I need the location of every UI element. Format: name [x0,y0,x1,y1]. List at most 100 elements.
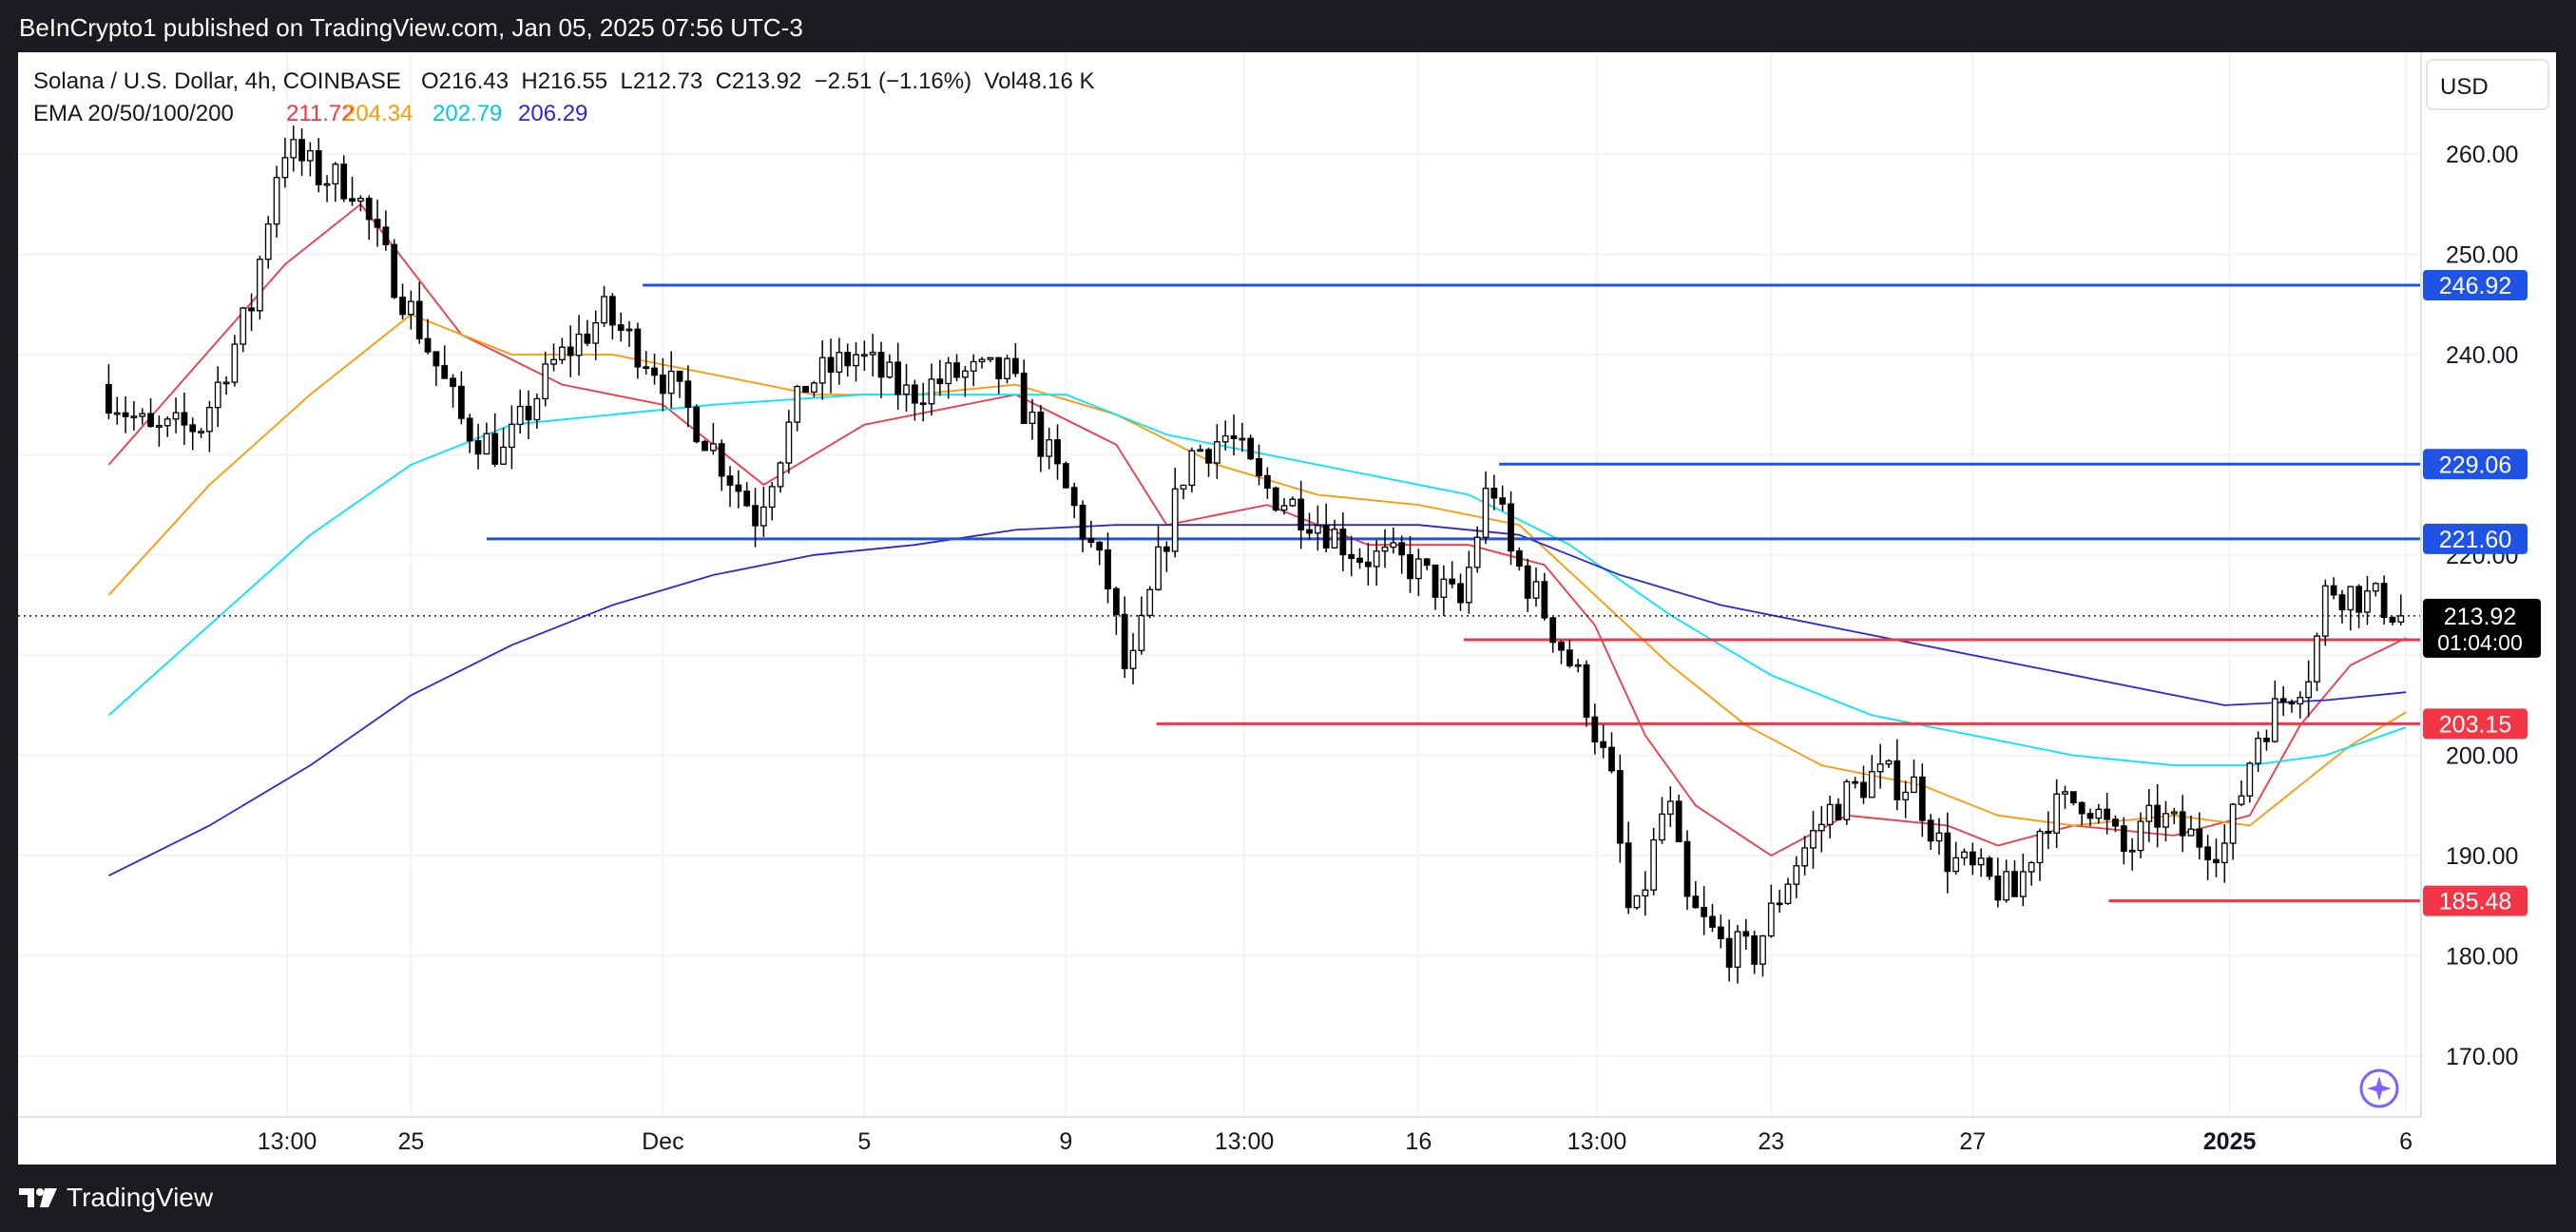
candle[interactable] [433,351,440,386]
candle[interactable] [1046,427,1053,470]
candle[interactable] [2078,800,2086,825]
candle[interactable] [122,395,129,433]
candle[interactable] [1549,616,1557,653]
candle[interactable] [1121,596,1128,679]
candle[interactable] [424,318,432,355]
candle[interactable] [264,216,272,269]
candle[interactable] [1927,814,1934,850]
candle[interactable] [2036,828,2044,881]
candle[interactable] [257,255,263,320]
candle[interactable] [1801,836,1809,876]
candle[interactable] [1180,484,1187,500]
candle[interactable] [584,319,591,347]
candle[interactable] [2279,685,2287,717]
candle[interactable] [1717,914,1724,949]
candle[interactable] [474,423,482,470]
candle[interactable] [1407,536,1413,593]
candle[interactable] [970,354,977,387]
candle[interactable] [978,356,986,369]
candle[interactable] [1701,885,1708,935]
candle[interactable] [1843,779,1851,825]
candle[interactable] [1155,526,1162,591]
candle[interactable] [2196,812,2203,860]
candle[interactable] [1473,526,1481,573]
candle[interactable] [693,404,701,444]
candle[interactable] [1969,842,1976,876]
candle[interactable] [1666,786,1674,827]
candle[interactable] [718,439,725,491]
candle[interactable] [2112,815,2119,833]
candle[interactable] [1263,467,1271,499]
candle[interactable] [298,128,305,176]
candle[interactable] [1616,754,1624,863]
candle[interactable] [1532,567,1540,607]
candle[interactable] [1902,780,1910,818]
candle[interactable] [1885,759,1893,768]
candle[interactable] [542,352,549,407]
candle[interactable] [1994,857,2002,908]
candle[interactable] [1339,512,1347,572]
candle[interactable] [382,210,390,251]
candle[interactable] [567,325,574,377]
candle[interactable] [1633,895,1641,911]
candle[interactable] [2321,579,2329,646]
candle[interactable] [2128,837,2136,871]
candle[interactable] [2045,811,2052,850]
candle[interactable] [1465,550,1472,614]
candle[interactable] [995,356,1003,395]
candle[interactable] [877,341,885,398]
candle[interactable] [1306,512,1313,541]
candle[interactable] [601,285,607,328]
candle[interactable] [643,351,650,375]
candle[interactable] [457,371,465,425]
candle[interactable] [1105,532,1111,604]
candle[interactable] [1256,444,1262,486]
symbol-title[interactable]: Solana / U.S. Dollar, 4h, COINBASE [33,68,401,94]
candle[interactable] [156,414,163,447]
candle[interactable] [491,413,499,468]
candle[interactable] [1734,924,1741,984]
candle[interactable] [1566,640,1573,668]
candle[interactable] [323,175,331,202]
candle[interactable] [415,281,423,344]
candle[interactable] [2011,860,2018,897]
candle[interactable] [2028,860,2035,886]
candle[interactable] [189,417,197,451]
candle[interactable] [2338,589,2346,624]
candle[interactable] [1742,918,1750,951]
candle[interactable] [2145,789,2153,842]
candle[interactable] [919,382,927,422]
candle[interactable] [676,370,683,398]
candle[interactable] [106,364,112,420]
candle[interactable] [2154,783,2162,848]
candle[interactable] [1817,806,1825,853]
candle[interactable] [802,385,809,394]
candle[interactable] [1709,903,1716,933]
candle[interactable] [1062,461,1069,489]
candle[interactable] [2170,807,2178,825]
candle[interactable] [374,200,381,247]
candle[interactable] [450,374,456,408]
candle[interactable] [1239,422,1246,452]
candle[interactable] [1759,934,1766,977]
candle[interactable] [1767,884,1775,938]
candle[interactable] [1784,877,1792,906]
candle[interactable] [1810,810,1817,869]
candle[interactable] [2297,691,2304,719]
candle[interactable] [306,142,314,177]
candle[interactable] [1583,660,1590,727]
candle[interactable] [365,195,373,241]
candle[interactable] [1364,543,1372,587]
candle[interactable] [214,366,221,428]
candle[interactable] [1482,471,1490,545]
candle[interactable] [894,342,902,411]
candle[interactable] [231,335,239,387]
candle[interactable] [1171,468,1179,558]
candle[interactable] [735,470,742,509]
candle[interactable] [726,466,734,508]
candle[interactable] [483,422,490,455]
candle[interactable] [139,408,146,425]
candle[interactable] [1322,503,1330,553]
ema-indicator-label[interactable]: EMA 20/50/100/200 [33,101,234,126]
candlestick-chart[interactable]: 170.00180.00190.00200.00220.00240.00250.… [18,52,2556,1165]
